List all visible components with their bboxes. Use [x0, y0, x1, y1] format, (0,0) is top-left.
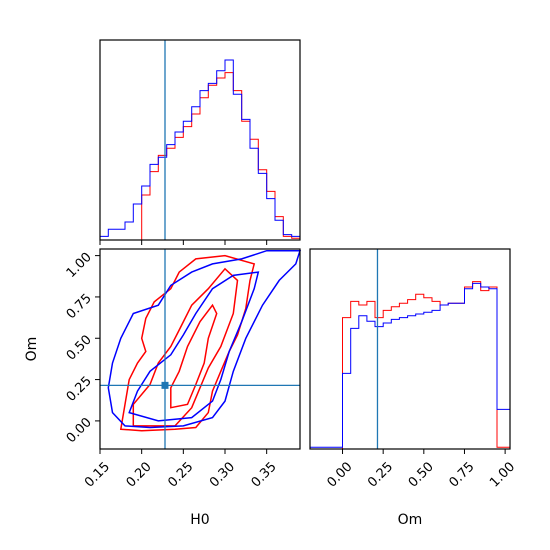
joint-ytick-label: 0.00: [64, 415, 95, 446]
om-xtick-label: 0.00: [324, 459, 355, 490]
joint-xtick-label: 0.20: [124, 459, 155, 490]
joint-ytick-label: 0.25: [64, 374, 95, 405]
joint-ytick-label: 1.00: [64, 250, 95, 281]
h0-marginal-frame: [99, 39, 301, 241]
om-hist-series-1: [309, 282, 511, 449]
joint-contour-panel: 0.15 0.20 0.25 0.30 0.35 0.00 0.25 0.50 0.75 1.0…: [24, 248, 302, 528]
joint-xtick-label: 0.35: [249, 459, 280, 490]
om-marginal-frame: [309, 248, 511, 450]
contour-series-0-level-1: [132, 267, 239, 427]
joint-xtick-label: 0.15: [82, 459, 113, 490]
x-axis-label-om: Om: [398, 512, 423, 528]
joint-ytick-label: 0.75: [64, 291, 95, 322]
contour-series-0-level-2: [170, 303, 218, 409]
joint-xtick-label: 0.25: [165, 459, 196, 490]
om-marginal-panel: 0.00 0.25 0.50 0.75 1.00 Om: [309, 248, 518, 528]
joint-ytick-label: 0.50: [64, 332, 95, 363]
om-xtick-label: 0.75: [446, 459, 477, 490]
om-xtick-label: 0.25: [365, 459, 396, 490]
x-axis-label-h0: H0: [190, 512, 209, 528]
y-axis-label-om: Om: [24, 337, 40, 362]
om-hist-series-0: [310, 281, 511, 450]
joint-xtick-label: 0.30: [207, 459, 238, 490]
contour-series-1-level-1: [128, 271, 260, 422]
joint-contour-frame: [99, 248, 301, 450]
h0-marginal-panel: [99, 39, 301, 245]
om-xtick-label: 1.00: [487, 459, 518, 490]
joint-truth-marker: [161, 381, 169, 389]
om-xtick-label: 0.50: [406, 459, 437, 490]
h0-hist-series-1: [99, 59, 301, 240]
